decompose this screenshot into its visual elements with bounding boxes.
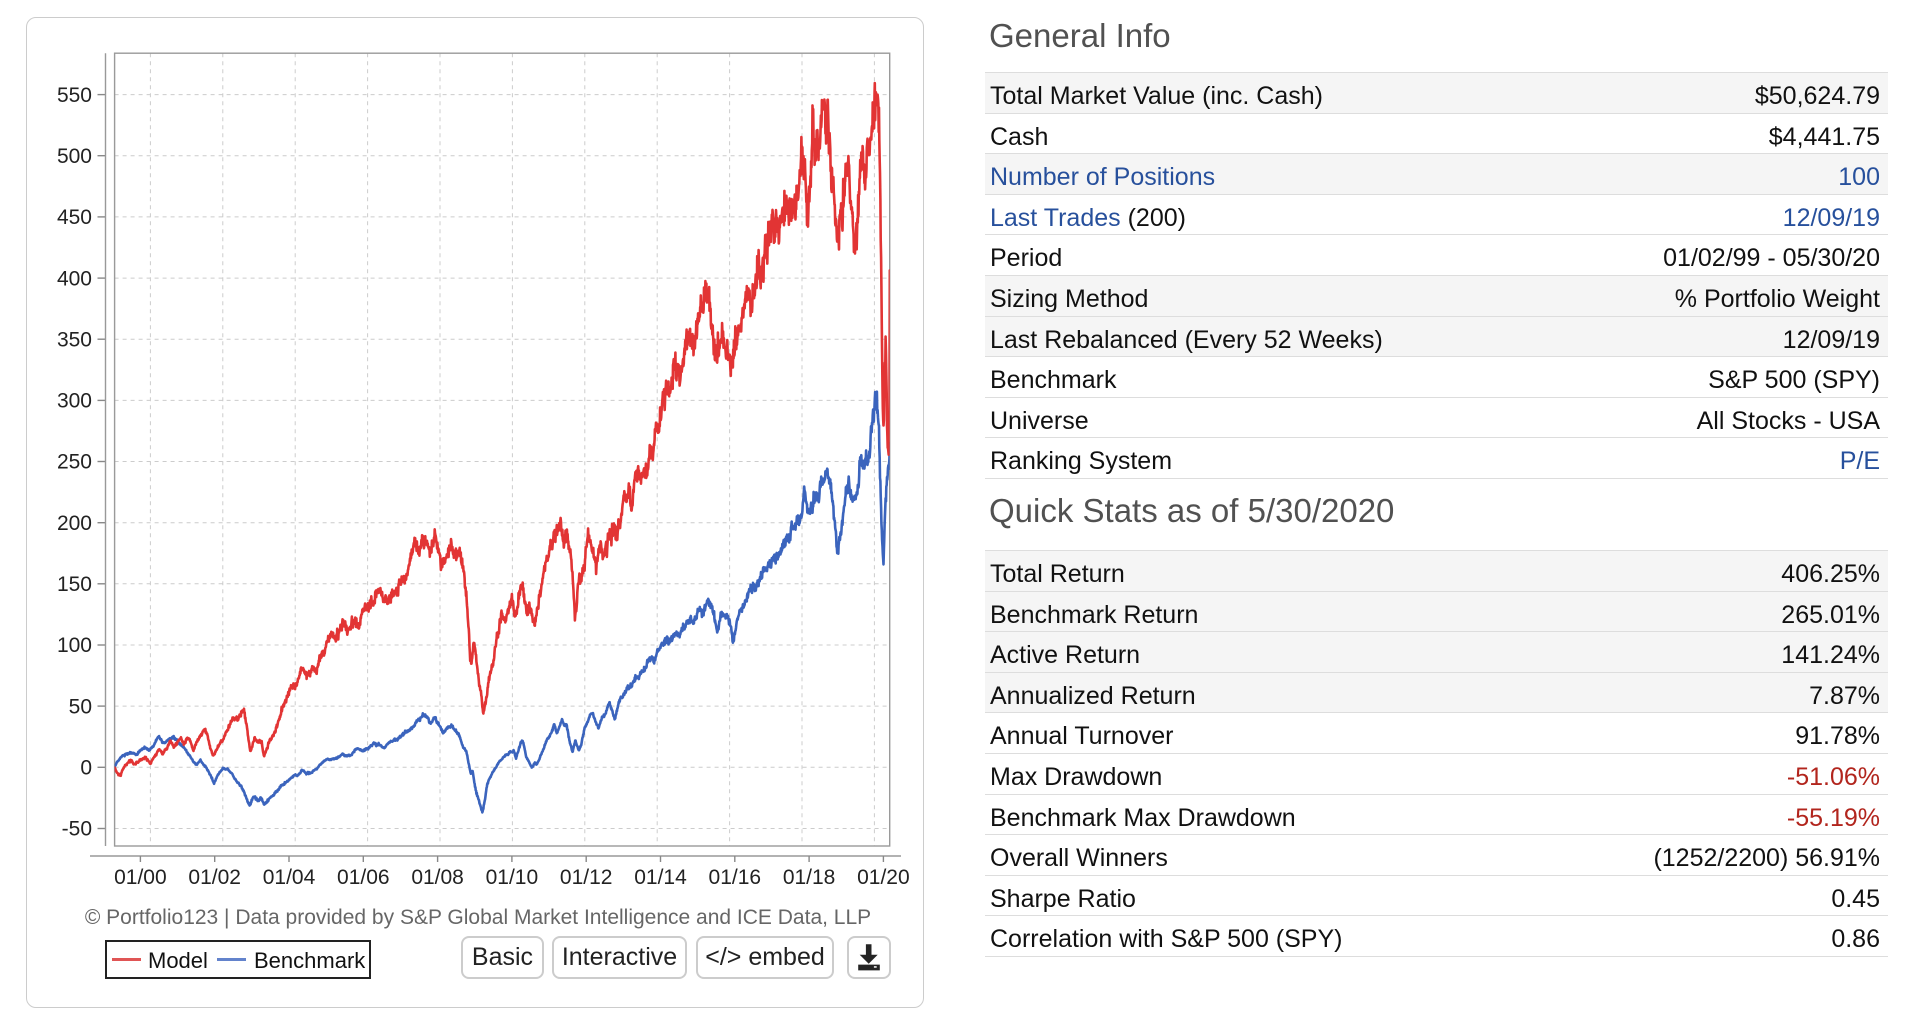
svg-text:01/20: 01/20 xyxy=(857,866,910,889)
svg-text:01/14: 01/14 xyxy=(634,866,687,889)
svg-text:01/18: 01/18 xyxy=(783,866,836,889)
svg-text:01/16: 01/16 xyxy=(709,866,762,889)
svg-text:0: 0 xyxy=(80,757,92,780)
svg-text:100: 100 xyxy=(57,634,92,657)
svg-text:300: 300 xyxy=(57,390,92,413)
svg-text:01/04: 01/04 xyxy=(263,866,316,889)
svg-text:01/12: 01/12 xyxy=(560,866,613,889)
svg-text:01/10: 01/10 xyxy=(486,866,539,889)
svg-text:250: 250 xyxy=(57,451,92,474)
svg-text:350: 350 xyxy=(57,328,92,351)
svg-text:400: 400 xyxy=(57,267,92,290)
svg-text:450: 450 xyxy=(57,206,92,229)
svg-text:01/06: 01/06 xyxy=(337,866,390,889)
svg-text:-50: -50 xyxy=(62,818,92,841)
svg-text:150: 150 xyxy=(57,573,92,596)
svg-text:50: 50 xyxy=(69,695,92,718)
svg-text:200: 200 xyxy=(57,512,92,535)
svg-text:01/08: 01/08 xyxy=(411,866,464,889)
svg-text:500: 500 xyxy=(57,145,92,168)
svg-text:550: 550 xyxy=(57,84,92,107)
svg-text:01/02: 01/02 xyxy=(188,866,241,889)
svg-text:01/00: 01/00 xyxy=(114,866,167,889)
